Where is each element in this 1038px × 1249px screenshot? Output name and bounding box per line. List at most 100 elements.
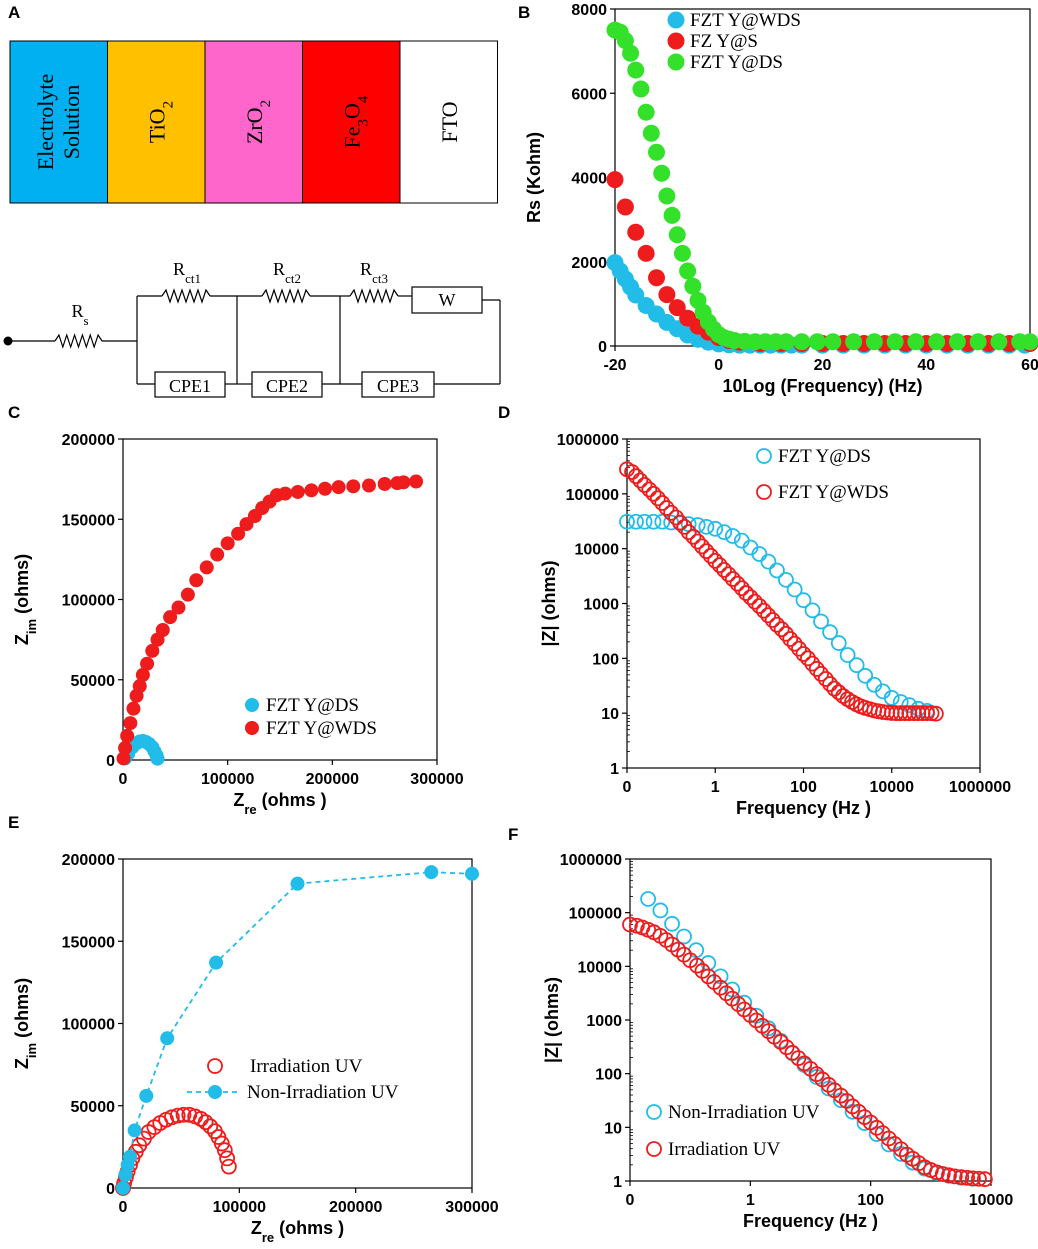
data-point xyxy=(707,552,724,569)
label-rct2: Rct2 xyxy=(273,259,301,286)
plot-frame xyxy=(122,858,473,1189)
data-point xyxy=(822,676,838,692)
chart-e: E 0 50000 100000 150000 200000 0 100000 200000 3… xyxy=(8,813,499,1245)
layer-label-line: Solution xyxy=(59,85,84,160)
legend-label: FZT Y@WDS xyxy=(778,482,889,503)
x-axis-label: Zre (ohms ) xyxy=(251,1218,344,1245)
data-point xyxy=(636,513,653,530)
data-point xyxy=(126,701,141,716)
y-axis-label: Rs (Kohm) xyxy=(524,132,544,223)
layer-label-group: Fe3O4 xyxy=(339,95,371,148)
legend-label: Irradiation UV xyxy=(668,1139,781,1160)
legend-label: Irradiation UV xyxy=(250,1056,363,1077)
legend-marker xyxy=(207,1058,223,1074)
data-point xyxy=(702,547,719,564)
data-point xyxy=(742,589,759,606)
data-point xyxy=(830,635,847,651)
data-point xyxy=(934,1166,951,1182)
data-point xyxy=(738,585,754,601)
data-point xyxy=(628,468,644,485)
y-tick-label: 1000 xyxy=(586,1013,622,1030)
x-tick-label: 0 xyxy=(626,1192,635,1209)
x-axis-label: Zre (ohms ) xyxy=(233,790,326,817)
resistor-rct3 xyxy=(349,288,399,304)
legend-marker xyxy=(245,698,259,712)
layer-label-line: Electrolyte xyxy=(33,74,58,171)
y-tick-label: 50000 xyxy=(71,673,116,690)
data-point xyxy=(118,740,133,755)
x-tick-label: 10000 xyxy=(870,779,915,796)
panel-a-diagram: A Electrolyte Solution TiO2 ZrO2 Fe3O4 FTO Rs… xyxy=(3,3,501,398)
panel-label-c: C xyxy=(8,403,20,422)
data-point xyxy=(804,655,821,672)
data-point xyxy=(724,571,741,587)
data-point xyxy=(606,171,624,189)
layer-box xyxy=(399,40,498,204)
data-point xyxy=(645,485,662,502)
data-point xyxy=(946,1168,963,1185)
data-point xyxy=(680,524,697,541)
y-tick-label: 1 xyxy=(610,761,619,778)
y-tick-label: 200000 xyxy=(62,432,115,449)
data-point xyxy=(116,1181,130,1195)
layer-box xyxy=(107,40,206,204)
series-1 xyxy=(619,461,944,722)
data-point xyxy=(171,600,186,615)
data-point xyxy=(220,1158,237,1175)
x-tick-label: 100 xyxy=(790,779,817,796)
data-point xyxy=(642,124,660,142)
data-point xyxy=(150,751,165,766)
data-point xyxy=(928,1164,945,1181)
data-point xyxy=(689,957,705,974)
label-rct3: Rct3 xyxy=(360,259,388,286)
data-point xyxy=(927,705,944,722)
y-tick-label: 150000 xyxy=(62,934,115,951)
series-0 xyxy=(115,1106,237,1196)
x-tick-label: 200000 xyxy=(306,771,359,788)
data-point xyxy=(653,164,671,182)
data-point xyxy=(361,478,376,493)
data-point xyxy=(658,187,676,205)
data-point xyxy=(808,661,825,677)
y-axis-label: Zim (ohms) xyxy=(12,978,39,1069)
legend-marker xyxy=(756,484,772,500)
data-point xyxy=(773,621,790,638)
data-point xyxy=(627,61,645,79)
x-tick-label: 200000 xyxy=(329,1199,382,1216)
data-point xyxy=(649,490,666,507)
label-rct1: Rct1 xyxy=(173,259,201,286)
data-point xyxy=(959,1169,975,1186)
data-point xyxy=(290,484,305,499)
data-point xyxy=(663,504,680,521)
y-tick-label: 10000 xyxy=(575,542,620,559)
data-point xyxy=(716,524,733,541)
layer-label-group: Electrolyte Solution xyxy=(33,74,84,171)
data-point xyxy=(346,479,361,494)
x-axis-label: Frequency (Hz ) xyxy=(743,1211,878,1231)
data-point xyxy=(1021,333,1038,351)
legend-marker xyxy=(667,32,685,50)
data-point xyxy=(786,635,803,652)
legend-marker xyxy=(756,448,772,464)
data-point xyxy=(724,990,741,1007)
y-tick-label: 100000 xyxy=(62,593,115,610)
data-point xyxy=(941,1167,957,1184)
data-point xyxy=(641,481,658,498)
data-point xyxy=(658,286,676,304)
y-tick-label: 10 xyxy=(604,1120,622,1137)
data-point xyxy=(628,513,644,530)
data-point xyxy=(304,483,319,498)
plot-frame xyxy=(629,858,992,1182)
data-point xyxy=(824,333,842,351)
data-point xyxy=(409,474,424,489)
cpe1-label: CPE1 xyxy=(169,376,211,396)
layer-label: ZrO2 xyxy=(242,100,274,144)
data-point xyxy=(637,103,655,121)
data-point xyxy=(733,580,750,597)
x-axis-label: Frequency (Hz ) xyxy=(736,798,871,818)
data-point xyxy=(830,684,847,701)
x-tick-label: 100 xyxy=(857,1192,884,1209)
equivalent-circuit: Rs Rct1 CPE1 Rct2 CPE2 Rct3 W CPE3 xyxy=(3,259,501,398)
y-tick-label: 2000 xyxy=(571,255,607,272)
series-1 xyxy=(116,865,479,1195)
